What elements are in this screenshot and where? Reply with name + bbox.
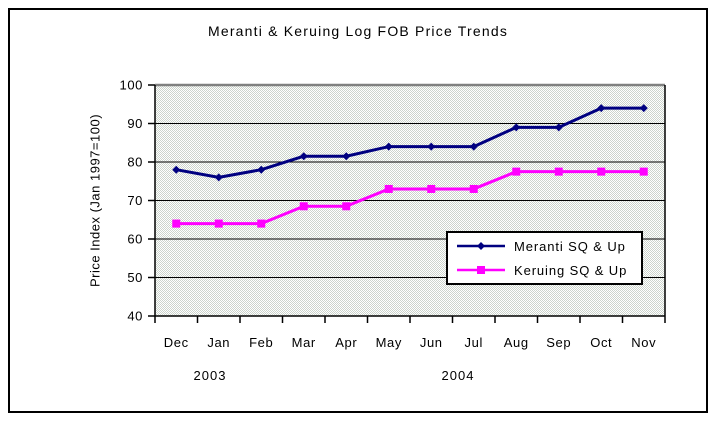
data-point-marker — [554, 167, 563, 176]
data-point-marker — [257, 165, 266, 174]
data-point-marker — [512, 167, 521, 176]
data-point-marker — [639, 104, 648, 113]
y-tick-label: 90 — [127, 116, 143, 131]
legend-label: Keruing SQ & Up — [514, 262, 628, 278]
data-point-marker — [597, 104, 606, 113]
y-tick-label: 60 — [127, 232, 143, 247]
chart-title: Meranti & Keruing Log FOB Price Trends — [207, 23, 509, 39]
data-point-marker — [214, 173, 223, 182]
data-point-marker — [342, 202, 351, 211]
data-point-marker — [477, 242, 485, 250]
x-tick-label: Jan — [207, 335, 230, 350]
data-point-marker — [172, 165, 181, 174]
series-line-meranti-sq-up — [175, 106, 644, 179]
data-point-marker — [639, 167, 648, 176]
y-tick-label: 40 — [127, 309, 143, 324]
legend-entry-meranti-sq-up: Meranti SQ & Up — [455, 235, 641, 257]
x-tick-label: Dec — [164, 335, 189, 350]
legend: Meranti SQ & Up Keruing SQ & Up — [446, 231, 643, 285]
data-point-marker — [597, 167, 606, 176]
data-point-marker — [384, 142, 393, 151]
data-point-marker — [299, 202, 308, 211]
year-label-2004: 2004 — [441, 368, 475, 383]
data-point-marker — [469, 184, 478, 193]
x-tick-label: Nov — [631, 335, 656, 350]
legend-sample-square-icon — [457, 266, 505, 274]
data-point-marker — [384, 184, 393, 193]
axis-labels: 40 50 60 70 80 90 100 Dec Jan Feb Mar Apr May Jun Jul A… — [120, 78, 656, 351]
x-tick-label: Feb — [249, 335, 273, 350]
data-point-marker — [427, 142, 436, 151]
x-tick-label: May — [376, 335, 402, 350]
x-tick-label: Apr — [335, 335, 357, 350]
data-point-marker — [257, 219, 266, 228]
data-series — [172, 104, 648, 228]
legend-entry-keruing-sq-up: Keruing SQ & Up — [455, 259, 641, 281]
data-point-marker — [214, 219, 223, 228]
series-meranti-sq-up — [172, 104, 648, 182]
x-tick-label: Oct — [590, 335, 612, 350]
year-label-2003: 2003 — [193, 368, 227, 383]
axes — [148, 83, 666, 323]
data-point-marker — [477, 266, 485, 274]
x-tick-label: Mar — [292, 335, 316, 350]
y-tick-label: 100 — [120, 78, 144, 93]
x-tick-label: Aug — [504, 335, 529, 350]
data-point-marker — [427, 184, 436, 193]
data-point-marker — [554, 123, 563, 132]
data-point-marker — [172, 219, 181, 228]
legend-label: Meranti SQ & Up — [514, 238, 626, 254]
y-tick-label: 50 — [127, 270, 143, 285]
y-tick-label: 70 — [127, 193, 143, 208]
data-point-marker — [342, 152, 351, 161]
x-tick-label: Jul — [465, 335, 483, 350]
x-tick-label: Sep — [546, 335, 571, 350]
data-point-marker — [512, 123, 521, 132]
series-keruing-sq-up — [172, 167, 648, 228]
data-point-marker — [299, 152, 308, 161]
series-line-keruing-sq-up — [176, 170, 644, 226]
data-point-marker — [469, 142, 478, 151]
x-tick-label: Jun — [420, 335, 443, 350]
y-tick-label: 80 — [127, 155, 143, 170]
legend-sample-diamond-icon — [457, 242, 505, 250]
